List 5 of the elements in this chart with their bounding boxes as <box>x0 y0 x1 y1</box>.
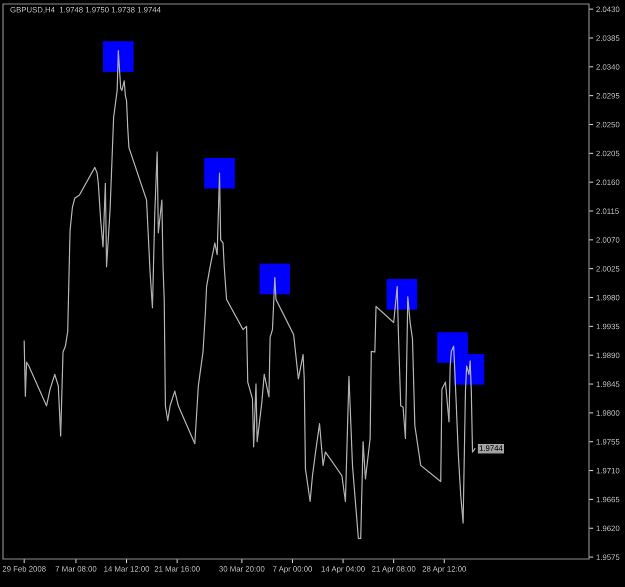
point <box>386 279 418 310</box>
point <box>103 41 134 72</box>
line-series <box>24 50 476 540</box>
point <box>204 158 235 188</box>
point <box>260 264 290 294</box>
